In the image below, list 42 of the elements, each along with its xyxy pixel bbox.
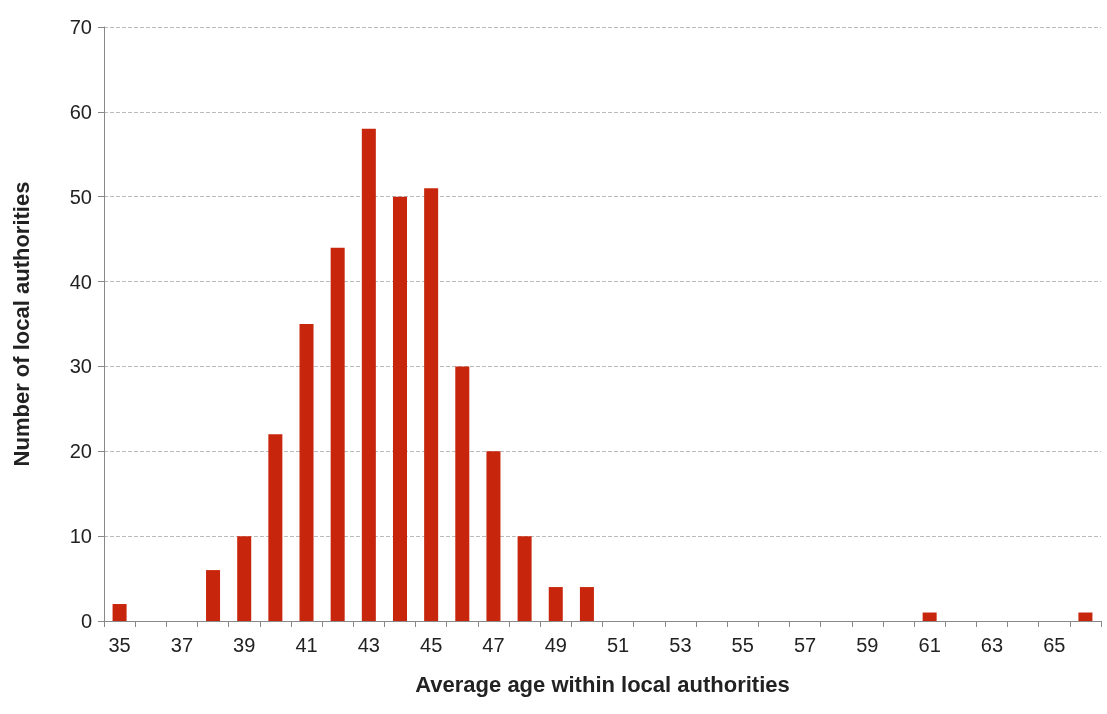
y-tick-label: 40 xyxy=(69,270,92,293)
x-tick-label: 51 xyxy=(606,634,630,656)
bar xyxy=(268,434,283,621)
bar xyxy=(206,570,221,621)
x-tick-label: 35 xyxy=(108,634,131,656)
y-tick-label: 0 xyxy=(80,610,92,632)
bar xyxy=(330,247,345,621)
x-tick-label: 65 xyxy=(1043,634,1066,656)
bar xyxy=(548,587,563,621)
x-tick-label: 57 xyxy=(793,634,817,656)
x-tick-label: 41 xyxy=(295,634,318,656)
bar xyxy=(579,587,594,621)
bar xyxy=(1078,612,1093,621)
x-tick-label: 43 xyxy=(357,634,380,656)
x-tick-label: 59 xyxy=(856,634,879,656)
x-tick-label: 37 xyxy=(170,634,194,656)
x-tick-label: 55 xyxy=(731,634,754,656)
y-tick-label: 50 xyxy=(69,185,92,208)
y-axis-title: Number of local authorities xyxy=(8,181,34,467)
bar xyxy=(517,536,532,621)
x-tick-label: 53 xyxy=(669,634,692,656)
bar xyxy=(392,196,407,621)
y-tick-label: 70 xyxy=(69,16,92,38)
x-tick-label: 49 xyxy=(544,634,567,656)
x-tick-label: 63 xyxy=(980,634,1004,656)
x-tick-label: 47 xyxy=(482,634,505,656)
x-axis-title: Average age within local authorities xyxy=(415,671,790,697)
bar xyxy=(424,188,439,621)
bar xyxy=(112,604,127,621)
x-tick-label: 45 xyxy=(420,634,443,656)
bar xyxy=(922,612,937,621)
bar xyxy=(455,366,470,621)
y-tick-label: 10 xyxy=(69,525,92,548)
x-tick-label: 61 xyxy=(918,634,941,656)
bar xyxy=(237,536,252,621)
y-tick-label: 60 xyxy=(69,100,92,123)
y-tick-label: 20 xyxy=(69,440,92,463)
bar xyxy=(486,451,501,621)
bar xyxy=(299,324,314,621)
x-tick-label: 39 xyxy=(233,634,256,656)
y-tick-label: 30 xyxy=(69,355,92,378)
bar xyxy=(361,128,376,621)
